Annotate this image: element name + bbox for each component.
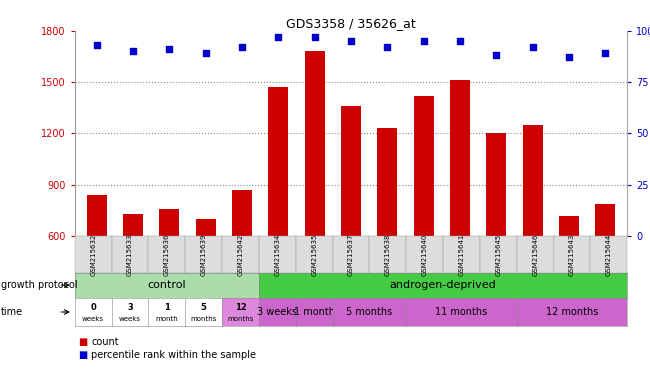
Point — [309, 34, 320, 40]
Bar — [196, 219, 216, 236]
Text: GSM215634: GSM215634 — [274, 233, 280, 276]
Title: GDS3358 / 35626_at: GDS3358 / 35626_at — [286, 17, 416, 30]
Bar — [523, 125, 543, 236]
Text: GSM215637: GSM215637 — [348, 233, 354, 276]
Bar — [450, 80, 470, 236]
Bar — [232, 190, 252, 236]
Text: 3: 3 — [127, 303, 133, 312]
Text: GSM215640: GSM215640 — [422, 233, 428, 276]
Text: growth protocol: growth protocol — [1, 280, 77, 290]
Bar — [159, 209, 179, 236]
Text: GSM215638: GSM215638 — [385, 233, 391, 276]
Point — [346, 38, 356, 44]
Point — [419, 38, 429, 44]
Text: GSM215646: GSM215646 — [532, 233, 538, 276]
Text: 1 month: 1 month — [294, 307, 335, 317]
Text: 12: 12 — [235, 303, 246, 312]
Text: 11 months: 11 months — [436, 307, 488, 317]
Point — [273, 34, 283, 40]
Bar — [86, 195, 107, 236]
Text: GSM215632: GSM215632 — [90, 233, 96, 276]
Point — [455, 38, 465, 44]
Text: GSM215639: GSM215639 — [201, 233, 207, 276]
Text: time: time — [1, 307, 23, 317]
Point — [237, 44, 247, 50]
Text: ■: ■ — [78, 337, 87, 347]
Text: GSM215635: GSM215635 — [311, 233, 317, 276]
Text: GSM215636: GSM215636 — [164, 233, 170, 276]
Bar — [123, 214, 143, 236]
Bar — [305, 51, 324, 236]
Text: 1: 1 — [164, 303, 170, 312]
Bar — [559, 215, 579, 236]
Text: count: count — [91, 337, 119, 347]
Text: control: control — [148, 280, 186, 290]
Bar — [413, 96, 434, 236]
Text: weeks: weeks — [119, 316, 141, 322]
Point — [164, 46, 174, 52]
Bar — [486, 133, 506, 236]
Point — [491, 52, 502, 58]
Bar — [341, 106, 361, 236]
Text: weeks: weeks — [82, 316, 104, 322]
Text: GSM215645: GSM215645 — [495, 233, 501, 276]
Point — [528, 44, 538, 50]
Text: months: months — [227, 316, 254, 322]
Point — [564, 55, 575, 61]
Bar — [268, 87, 289, 236]
Text: 3 weeks: 3 weeks — [257, 307, 297, 317]
Text: 5: 5 — [201, 303, 207, 312]
Text: GSM215644: GSM215644 — [606, 233, 612, 276]
Point — [127, 48, 138, 55]
Point — [92, 42, 102, 48]
Text: GSM215641: GSM215641 — [458, 233, 465, 276]
Bar — [378, 128, 397, 236]
Text: month: month — [155, 316, 178, 322]
Point — [600, 50, 610, 56]
Text: 5 months: 5 months — [346, 307, 393, 317]
Text: androgen-deprived: androgen-deprived — [390, 280, 497, 290]
Point — [200, 50, 211, 56]
Text: GSM215633: GSM215633 — [127, 233, 133, 276]
Text: ■: ■ — [78, 350, 87, 360]
Bar — [595, 204, 616, 236]
Text: months: months — [190, 316, 217, 322]
Text: GSM215643: GSM215643 — [569, 233, 575, 276]
Text: 0: 0 — [90, 303, 96, 312]
Point — [382, 44, 393, 50]
Text: 12 months: 12 months — [546, 307, 598, 317]
Text: GSM215642: GSM215642 — [237, 233, 244, 276]
Text: percentile rank within the sample: percentile rank within the sample — [91, 350, 256, 360]
